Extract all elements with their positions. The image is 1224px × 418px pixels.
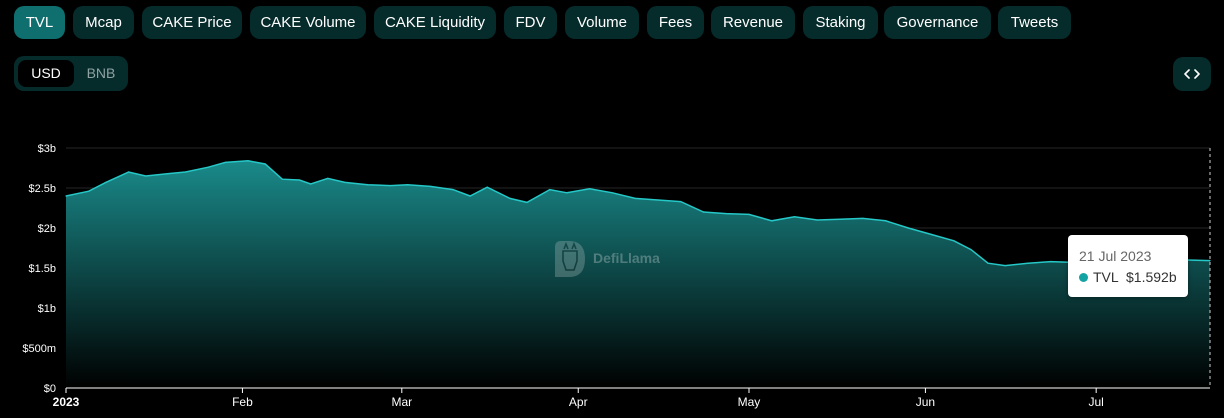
tvl-data-point: [310, 183, 312, 185]
tvl-data-point: [298, 179, 300, 181]
tab-cake-price[interactable]: CAKE Price: [142, 6, 242, 39]
tvl-data-point: [65, 195, 67, 197]
currency-option-bnb[interactable]: BNB: [86, 65, 116, 81]
tvl-data-point: [145, 175, 147, 177]
tvl-data-point: [184, 171, 187, 173]
watermark-text: DefiLlama: [593, 250, 660, 266]
tab-tweets[interactable]: Tweets: [998, 6, 1071, 39]
tooltip-series-dot-icon: [1079, 273, 1088, 282]
tvl-data-point: [702, 211, 705, 213]
tab-cake-liquidity[interactable]: CAKE Liquidity: [374, 6, 496, 39]
embed-button[interactable]: [1173, 57, 1211, 91]
tvl-data-point: [987, 262, 989, 264]
tab-fdv[interactable]: FDV: [504, 6, 557, 39]
tvl-data-point: [367, 184, 369, 186]
currency-option-usd[interactable]: USD: [18, 60, 74, 87]
tvl-data-point: [526, 201, 528, 203]
x-axis: 2023 Feb Mar Apr May Jun Jul: [53, 387, 1210, 409]
tvl-data-point: [1004, 265, 1006, 267]
tvl-data-point: [486, 186, 488, 188]
tvl-data-point: [344, 181, 346, 183]
tvl-data-point: [469, 195, 471, 197]
tvl-data-point: [748, 213, 750, 215]
tvl-data-point: [207, 166, 209, 168]
tvl-data-point: [589, 188, 591, 190]
x-tick-label: Feb: [232, 395, 253, 409]
tvl-data-point: [167, 173, 169, 175]
llama-logo-icon: [555, 241, 585, 277]
tvl-data-point: [281, 178, 283, 180]
chart-tooltip: 21 Jul 2023 TVL $1.592b: [1068, 235, 1188, 297]
tvl-data-point: [611, 192, 614, 194]
tvl-data-point: [549, 189, 551, 191]
tab-revenue[interactable]: Revenue: [711, 6, 795, 39]
y-tick-label: $500m: [22, 343, 56, 355]
x-tick-label: Mar: [391, 395, 412, 409]
tvl-data-point: [247, 160, 249, 162]
y-tick-label: $2b: [38, 223, 56, 235]
tab-governance[interactable]: Governance: [884, 6, 991, 39]
tab-staking[interactable]: Staking: [803, 6, 878, 39]
tvl-data-point: [657, 199, 659, 201]
y-tick-label: $0: [44, 383, 56, 395]
x-tick-label: Apr: [569, 395, 588, 409]
code-brackets-icon: [1184, 69, 1200, 79]
tvl-data-point: [970, 249, 972, 251]
currency-toggle: USD BNB: [14, 56, 128, 91]
tvl-data-point: [930, 233, 932, 235]
tooltip-series-name: TVL: [1093, 269, 1119, 285]
tab-tvl[interactable]: TVL: [14, 6, 65, 39]
y-axis: $0 $500m $1b $1.5b $2b $2.5b $3b: [22, 143, 56, 395]
tvl-data-point: [429, 185, 431, 187]
tvl-data-point: [406, 184, 409, 186]
tvl-data-point: [1050, 261, 1052, 263]
tab-volume[interactable]: Volume: [565, 6, 639, 39]
tvl-data-point: [128, 171, 130, 173]
tvl-data-point: [907, 227, 909, 229]
tvl-data-point: [862, 217, 864, 219]
tvl-line: [65, 160, 1211, 267]
y-tick-label: $1.5b: [28, 263, 56, 275]
tvl-data-point: [452, 189, 454, 191]
tvl-data-point: [793, 216, 796, 218]
tvl-data-point: [224, 161, 226, 163]
y-tick-label: $2.5b: [28, 183, 56, 195]
tooltip-date: 21 Jul 2023: [1079, 248, 1152, 264]
area-layer: [65, 160, 1211, 388]
tvl-data-point: [771, 220, 773, 222]
tvl-area: [66, 160, 1210, 388]
x-tick-label: Jul: [1088, 395, 1103, 409]
tvl-data-point: [839, 218, 841, 220]
tvl-data-point: [953, 240, 955, 242]
tvl-data-point: [105, 181, 107, 183]
x-tick-label: May: [738, 395, 761, 409]
x-tick-label: Jun: [916, 395, 935, 409]
tvl-data-point: [816, 219, 818, 221]
tvl-data-point: [264, 163, 266, 165]
tvl-data-point: [725, 213, 727, 215]
tvl-data-point: [88, 190, 90, 192]
tvl-data-point: [1209, 260, 1211, 262]
y-tick-label: $3b: [38, 143, 56, 155]
y-tick-label: $1b: [38, 303, 56, 315]
tvl-data-point: [509, 197, 511, 199]
tvl-data-point: [885, 220, 887, 222]
tvl-data-point: [1027, 262, 1029, 264]
tvl-data-point: [389, 185, 391, 187]
tvl-data-point: [634, 197, 636, 199]
tvl-data-point: [566, 192, 568, 194]
tab-mcap[interactable]: Mcap: [73, 6, 134, 39]
tvl-data-point: [680, 201, 682, 203]
tab-cake-volume[interactable]: CAKE Volume: [250, 6, 366, 39]
tab-fees[interactable]: Fees: [647, 6, 704, 39]
x-tick-label: 2023: [53, 395, 80, 409]
defillama-watermark: DefiLlama: [552, 239, 660, 284]
tooltip-value: $1.592b: [1126, 269, 1177, 285]
tvl-data-point: [327, 177, 329, 179]
